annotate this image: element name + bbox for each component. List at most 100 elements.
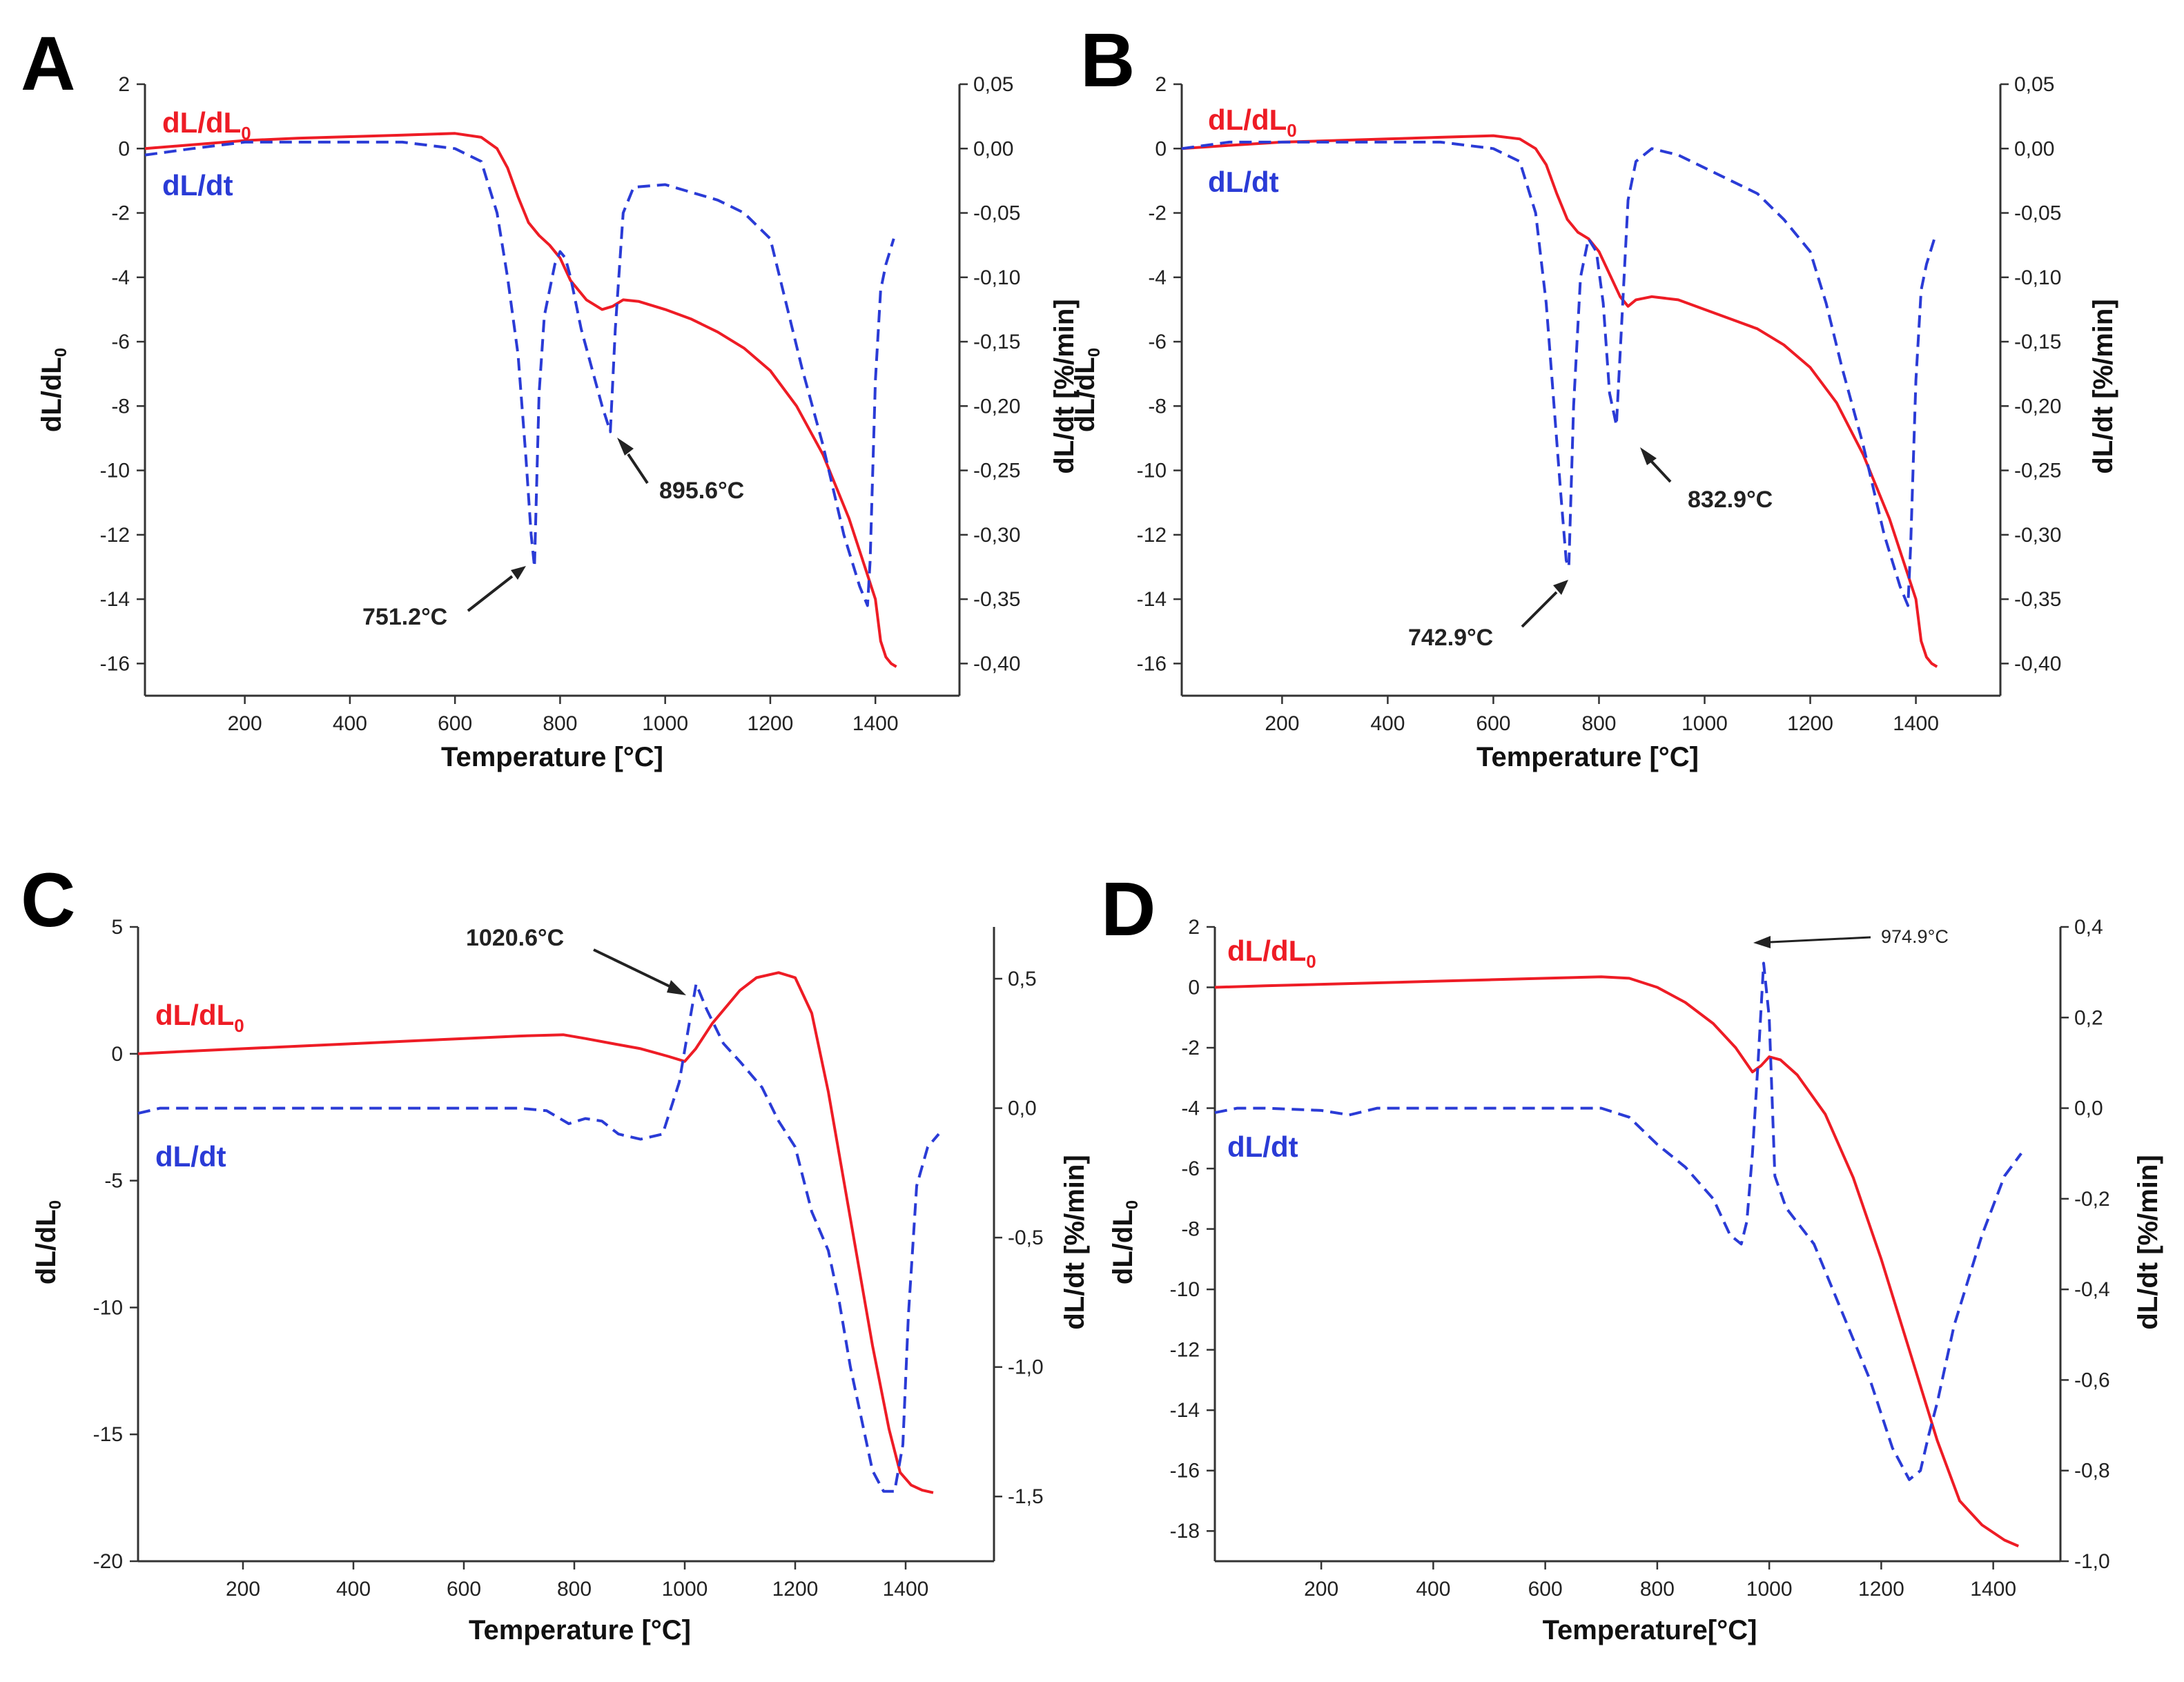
- y2-tick-label: 0,00: [2014, 137, 2054, 160]
- y2-tick-label: 0,05: [2014, 73, 2054, 96]
- y-tick-label: -6: [111, 331, 130, 353]
- annotation-label: 1020.6°C: [466, 925, 564, 951]
- y2-tick-label: -0,10: [2014, 266, 2061, 289]
- panel-d-legend-dl-dl0: dL/dL0: [1227, 935, 1316, 972]
- annotation-arrowhead: [1640, 447, 1657, 465]
- panel-c-plot: 200 400 600 800 1000 1200 1400 5 0 -5 -10 -15 -20 0,5…: [31, 916, 1090, 1645]
- series-line-dl-dl0: [137, 971, 934, 1494]
- y2-tick-label: 0,00: [973, 137, 1013, 160]
- series-line-dl-dl0: [1181, 134, 1938, 668]
- y2-tick-label: 0,05: [973, 73, 1013, 96]
- annotation-label: 895.6°C: [659, 478, 744, 504]
- y-axis-label: dL/dL0: [37, 348, 70, 432]
- panel-b-annotation-832: 832.9°C: [1640, 447, 1773, 513]
- y-tick-label: -2: [111, 202, 130, 225]
- x-tick-label: 800: [543, 712, 577, 735]
- x-tick-label: 1000: [1681, 712, 1728, 735]
- x-tick-label: 1200: [1858, 1578, 1904, 1601]
- panel-c: C 200 400 600 800 1000 1200 1400 5 0 -5 -10 -15 -20 0…: [21, 858, 1090, 1645]
- x-tick-label: 200: [228, 712, 262, 735]
- x-tick-label: 400: [1416, 1578, 1450, 1601]
- y-tick-label: 2: [118, 73, 130, 96]
- annotation-arrow-line: [627, 453, 649, 485]
- y-tick-label: 0: [1188, 977, 1200, 999]
- y-axis-label: dL/dL0: [31, 1200, 65, 1284]
- x-tick-label: 600: [438, 712, 472, 735]
- y2-tick-label: -0,40: [973, 652, 1020, 675]
- panel-b-letter: B: [1080, 18, 1135, 103]
- series-line-dl-dt: [1181, 140, 1936, 607]
- annotation-arrowhead: [1553, 580, 1568, 595]
- y2-tick-label: -1,5: [1008, 1485, 1044, 1508]
- annotation-arrowhead: [667, 980, 686, 995]
- y-tick-label: -12: [1170, 1339, 1200, 1362]
- annotation-arrow-line: [467, 575, 514, 612]
- panel-a: A 200 400 600 800 1000 1200 1400 2 0 -2 -4 -6 -8 -10 -…: [21, 21, 1080, 772]
- y2-tick-label: -0,15: [973, 331, 1020, 353]
- y2-tick-label: -0,8: [2074, 1460, 2110, 1483]
- y2-axis-label: dL/dt [%/min]: [2133, 1155, 2163, 1329]
- x-tick-label: 800: [557, 1578, 592, 1601]
- x-tick-label: 800: [1640, 1578, 1675, 1601]
- y2-tick-label: -0,6: [2074, 1369, 2110, 1391]
- panel-c-letter: C: [21, 858, 75, 943]
- y-tick-label: -10: [1170, 1278, 1200, 1301]
- x-tick-label: 1400: [1970, 1578, 2016, 1601]
- panel-a-annotation-751: 751.2°C: [362, 566, 526, 630]
- annotation-arrowhead: [1753, 936, 1771, 948]
- x-tick-label: 1000: [1746, 1578, 1793, 1601]
- y2-tick-label: 0,2: [2074, 1006, 2103, 1029]
- x-tick-label: 600: [447, 1578, 481, 1601]
- y-tick-label: -14: [1137, 588, 1167, 611]
- annotation-arrow-line: [1770, 936, 1871, 943]
- panel-b-plot: 200 400 600 800 1000 1200 1400 2 0 -2 -4 -6 -8 -10 -12…: [1070, 73, 2118, 772]
- y-tick-label: -12: [100, 524, 130, 547]
- x-tick-label: 1200: [1787, 712, 1833, 735]
- y-tick-label: -8: [111, 395, 130, 418]
- panel-c-annotation-1020: 1020.6°C: [466, 925, 686, 995]
- y2-tick-label: 0,4: [2074, 916, 2103, 939]
- series-line-dl-dt: [137, 982, 940, 1493]
- series-line-dl-dl0: [1214, 975, 2019, 1547]
- y2-tick-label: -0,20: [2014, 395, 2061, 418]
- panel-a-plot: 200 400 600 800 1000 1200 1400 2 0 -2 -4 -6 -8 -10 -12…: [37, 73, 1080, 772]
- x-tick-label: 1200: [748, 712, 794, 735]
- y2-tick-label: -0,35: [973, 588, 1020, 611]
- panel-b-legend-dl-dl0: dL/dL0: [1208, 104, 1297, 141]
- x-tick-label: 1000: [642, 712, 688, 735]
- y2-tick-label: -0,2: [2074, 1188, 2110, 1211]
- x-tick-label: 800: [1581, 712, 1616, 735]
- y-tick-label: -2: [1148, 202, 1167, 225]
- x-axis-label: Temperature [°C]: [469, 1615, 691, 1645]
- y-tick-label: -10: [93, 1296, 123, 1319]
- y-tick-label: 0: [118, 137, 130, 160]
- panel-b-annotation-742: 742.9°C: [1408, 580, 1568, 651]
- y2-tick-label: -1,0: [1008, 1356, 1044, 1379]
- x-tick-label: 600: [1476, 712, 1510, 735]
- x-axis-label: Temperature [°C]: [441, 742, 663, 772]
- y-axis-label: dL/dL0: [1070, 348, 1104, 432]
- x-tick-label: 400: [1370, 712, 1405, 735]
- x-tick-label: 200: [1265, 712, 1299, 735]
- x-tick-label: 1400: [852, 712, 899, 735]
- annotation-label: 974.9°C: [1881, 926, 1949, 947]
- y2-tick-label: -0,25: [973, 460, 1020, 482]
- y2-tick-label: -0,40: [2014, 652, 2061, 675]
- y2-tick-label: -0,5: [1008, 1226, 1044, 1249]
- y-tick-label: -16: [1170, 1460, 1200, 1483]
- annotation-arrow-line: [1650, 460, 1672, 483]
- y2-tick-label: 0,0: [1008, 1097, 1037, 1120]
- x-axis-label: Temperature [°C]: [1476, 742, 1699, 772]
- y-tick-label: -16: [1137, 652, 1167, 675]
- y-tick-label: 2: [1155, 73, 1167, 96]
- x-tick-label: 400: [336, 1578, 371, 1601]
- panel-b: B 200 400 600 800 1000 1200 1400 2 0 -2 -4 -6 -8 -10 -…: [1070, 18, 2118, 772]
- series-line-dl-dt: [1214, 961, 2022, 1481]
- y2-tick-label: -0,35: [2014, 588, 2061, 611]
- x-axis-label: Temperature[°C]: [1543, 1615, 1757, 1645]
- y-axis-label: dL/dL0: [1108, 1200, 1142, 1284]
- y-tick-label: -20: [93, 1550, 123, 1573]
- annotation-arrowhead: [511, 566, 526, 580]
- y2-tick-label: -0,25: [2014, 460, 2061, 482]
